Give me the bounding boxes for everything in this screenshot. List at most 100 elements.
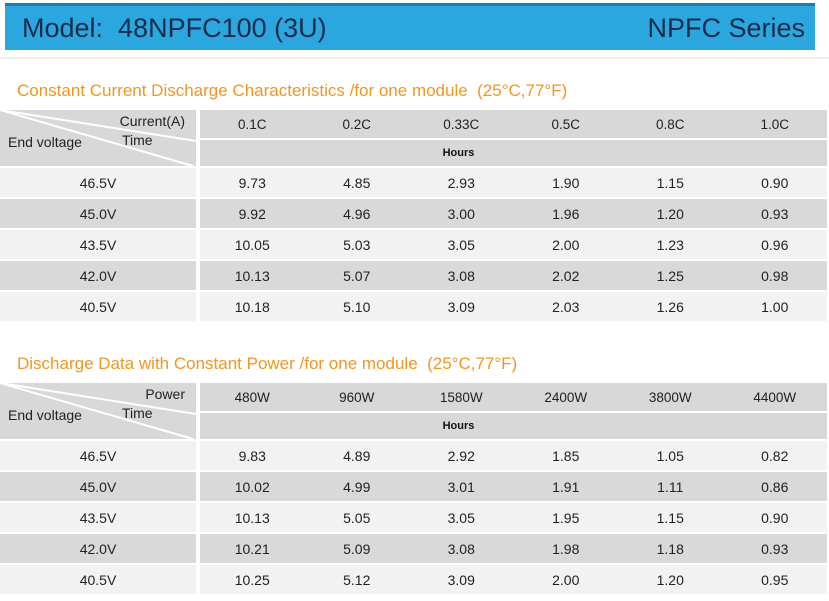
column-header: 1.0C xyxy=(760,116,790,132)
hours-unit-row: Hours xyxy=(200,140,827,166)
value-cell: 5.07 xyxy=(304,261,409,290)
column-divider xyxy=(196,168,200,197)
column-header: 3800W xyxy=(648,389,692,405)
diagonal-divider-icon xyxy=(0,110,196,166)
value-cell: 3.09 xyxy=(409,565,514,594)
value-cell: 10.13 xyxy=(200,503,305,532)
value-cell: 1.20 xyxy=(618,199,723,228)
value-cell: 3.05 xyxy=(409,503,514,532)
column-header: 0.33C xyxy=(443,116,480,132)
value-cell: 9.83 xyxy=(200,441,305,470)
corner-label-time: Time xyxy=(122,405,153,421)
end-voltage-cell: 43.5V xyxy=(0,503,196,532)
column-header: 480W xyxy=(234,389,270,405)
series-title: NPFC Series xyxy=(647,12,805,43)
value-cell: 3.05 xyxy=(409,230,514,259)
column-header: 0.2C xyxy=(342,116,372,132)
column-header: 960W xyxy=(339,389,375,405)
value-cell: 2.02 xyxy=(513,261,618,290)
column-divider xyxy=(196,199,200,228)
value-cell: 5.03 xyxy=(304,230,409,259)
value-cell: 0.93 xyxy=(722,199,827,228)
value-cell: 4.85 xyxy=(304,168,409,197)
value-cell: 1.95 xyxy=(513,503,618,532)
table-header: Current(A) Time End voltage 0.1C 0.2C 0.… xyxy=(0,110,827,166)
value-cell: 3.00 xyxy=(409,199,514,228)
value-cell: 0.95 xyxy=(722,565,827,594)
column-divider xyxy=(196,534,200,563)
value-cell: 3.08 xyxy=(409,261,514,290)
table-row: 45.0V 9.92 4.96 3.00 1.96 1.20 0.93 xyxy=(0,199,827,228)
value-cell: 4.96 xyxy=(304,199,409,228)
value-cell: 1.96 xyxy=(513,199,618,228)
column-header: 2400W xyxy=(544,389,588,405)
row-divider xyxy=(200,411,827,413)
corner-label-end-voltage: End voltage xyxy=(8,407,82,423)
corner-label-power: Power xyxy=(145,386,185,402)
table-row: 40.5V 10.18 5.10 3.09 2.03 1.26 1.00 xyxy=(0,292,827,321)
end-voltage-cell: 40.5V xyxy=(0,565,196,594)
value-cell: 0.93 xyxy=(722,534,827,563)
table-row: 40.5V 10.25 5.12 3.09 2.00 1.20 0.95 xyxy=(0,565,827,594)
value-cell: 2.00 xyxy=(513,230,618,259)
value-cell: 5.09 xyxy=(304,534,409,563)
value-cell: 10.18 xyxy=(200,292,305,321)
end-voltage-cell: 40.5V xyxy=(0,292,196,321)
table-row: 46.5V 9.83 4.89 2.92 1.85 1.05 0.82 xyxy=(0,441,827,470)
table-body: 46.5V 9.83 4.89 2.92 1.85 1.05 0.82 45.0V 10.02 4… xyxy=(0,441,827,594)
title-bar: Model: 48NPFC100 (3U) NPFC Series xyxy=(5,3,815,50)
end-voltage-cell: 46.5V xyxy=(0,441,196,470)
value-cell: 1.15 xyxy=(618,168,723,197)
column-divider xyxy=(196,472,200,501)
corner-header-cell: Current(A) Time End voltage xyxy=(0,110,196,166)
value-cell: 1.91 xyxy=(513,472,618,501)
column-header-row: 480W 960W 1580W 2400W 3800W 4400W xyxy=(200,383,827,411)
column-divider xyxy=(196,383,200,439)
value-cell: 3.09 xyxy=(409,292,514,321)
column-header: 4400W xyxy=(753,389,797,405)
section-title-constant-power: Discharge Data with Constant Power /for … xyxy=(17,354,518,373)
column-header: 1580W xyxy=(439,389,483,405)
column-divider xyxy=(196,230,200,259)
value-cell: 10.13 xyxy=(200,261,305,290)
constant-current-table: Current(A) Time End voltage 0.1C 0.2C 0.… xyxy=(0,110,827,321)
column-headers: 0.1C 0.2C 0.33C 0.5C 0.8C 1.0C Hours xyxy=(200,110,827,166)
value-cell: 2.03 xyxy=(513,292,618,321)
end-voltage-cell: 43.5V xyxy=(0,230,196,259)
column-divider xyxy=(196,441,200,470)
value-cell: 4.99 xyxy=(304,472,409,501)
value-cell: 2.92 xyxy=(409,441,514,470)
value-cell: 1.90 xyxy=(513,168,618,197)
value-cell: 9.73 xyxy=(200,168,305,197)
value-cell: 2.93 xyxy=(409,168,514,197)
datasheet-page: { "header": { "model_label": "Model: 48N… xyxy=(0,3,829,601)
column-header: 0.1C xyxy=(237,116,267,132)
value-cell: 3.08 xyxy=(409,534,514,563)
table-header: Power Time End voltage 480W 960W 1580W 2… xyxy=(0,383,827,439)
value-cell: 0.82 xyxy=(722,441,827,470)
table-row: 45.0V 10.02 4.99 3.01 1.91 1.11 0.86 xyxy=(0,472,827,501)
header-divider xyxy=(0,57,829,59)
value-cell: 10.05 xyxy=(200,230,305,259)
end-voltage-cell: 42.0V xyxy=(0,261,196,290)
value-cell: 0.90 xyxy=(722,168,827,197)
value-cell: 1.23 xyxy=(618,230,723,259)
value-cell: 1.05 xyxy=(618,441,723,470)
value-cell: 0.96 xyxy=(722,230,827,259)
end-voltage-cell: 46.5V xyxy=(0,168,196,197)
value-cell: 1.85 xyxy=(513,441,618,470)
corner-label-end-voltage: End voltage xyxy=(8,134,82,150)
value-cell: 3.01 xyxy=(409,472,514,501)
value-cell: 1.18 xyxy=(618,534,723,563)
corner-label-current: Current(A) xyxy=(119,113,185,129)
row-divider xyxy=(200,138,827,140)
end-voltage-cell: 45.0V xyxy=(0,472,196,501)
value-cell: 0.98 xyxy=(722,261,827,290)
column-header: 0.8C xyxy=(655,116,685,132)
value-cell: 1.15 xyxy=(618,503,723,532)
end-voltage-cell: 42.0V xyxy=(0,534,196,563)
column-header-row: 0.1C 0.2C 0.33C 0.5C 0.8C 1.0C xyxy=(200,110,827,138)
value-cell: 1.25 xyxy=(618,261,723,290)
hours-unit-row: Hours xyxy=(200,413,827,439)
column-divider xyxy=(196,261,200,290)
